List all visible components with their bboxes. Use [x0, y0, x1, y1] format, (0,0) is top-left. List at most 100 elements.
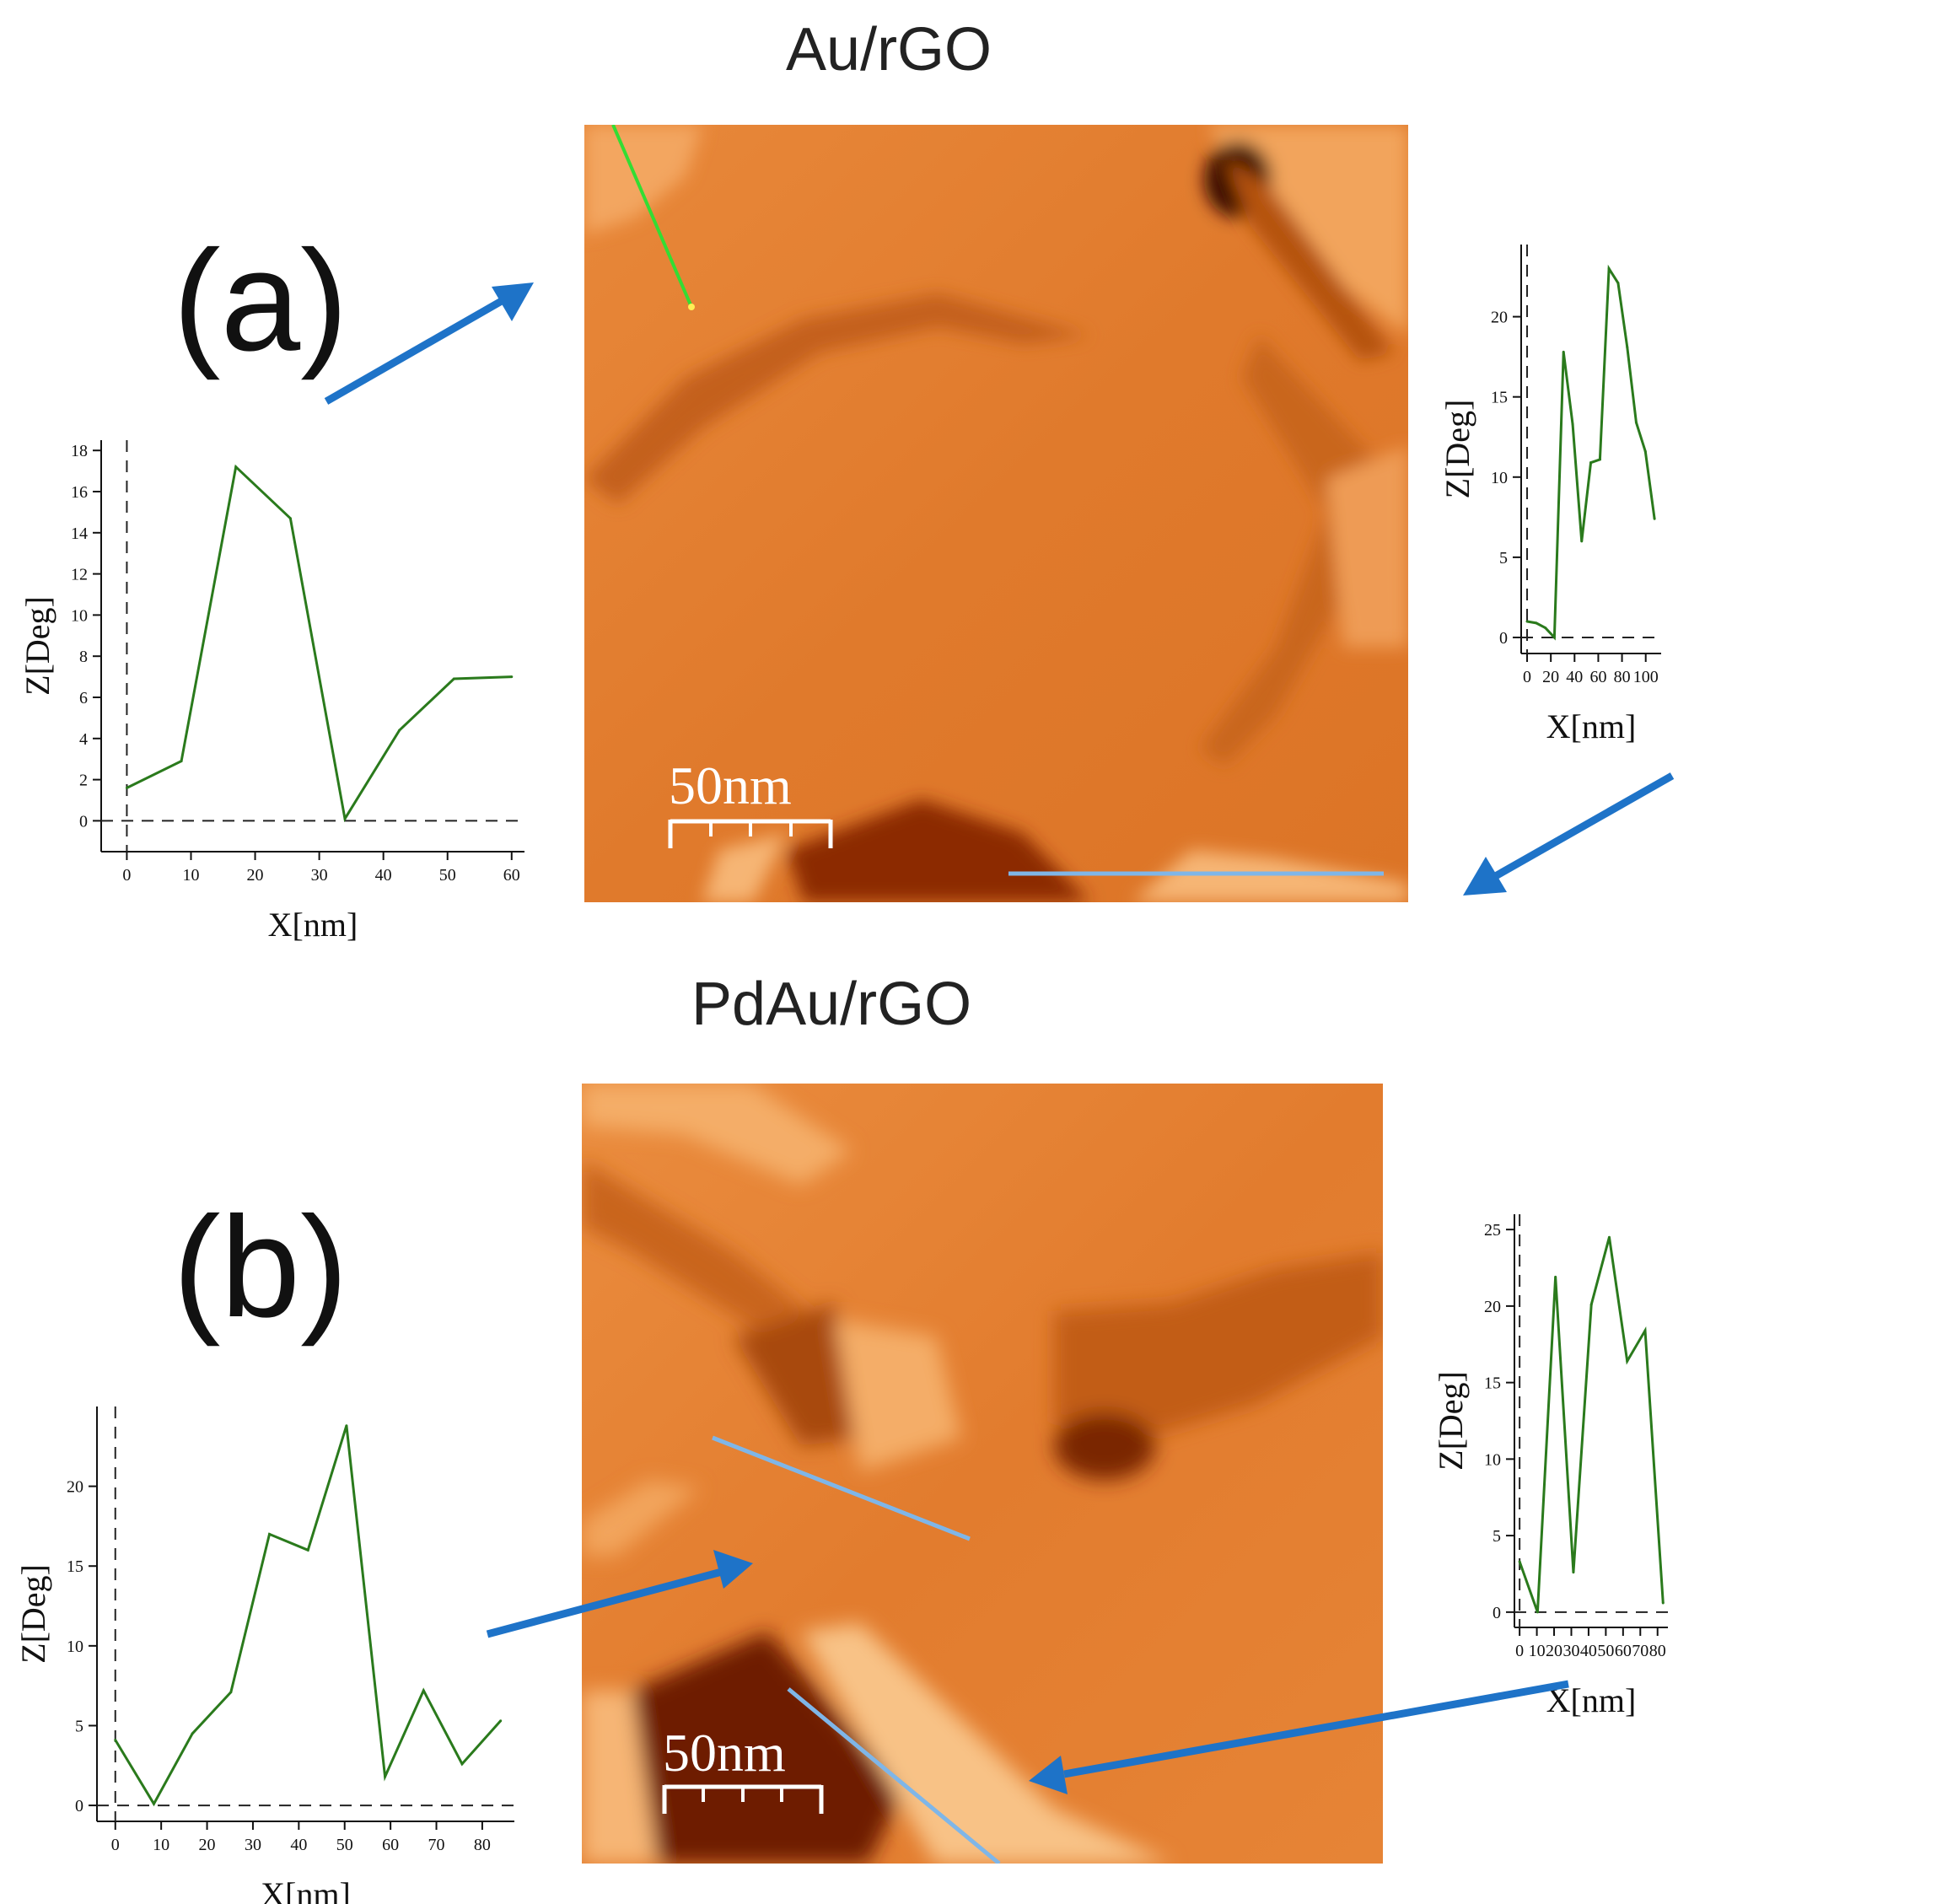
title-pdau-rgo: PdAu/rGO — [691, 971, 972, 1038]
data-point — [1616, 282, 1620, 285]
y-tick-label: 6 — [79, 689, 88, 707]
panel-label-b: (b) — [173, 1187, 348, 1347]
data-point — [460, 1762, 464, 1766]
x-tick-label: 30 — [311, 866, 328, 885]
data-point — [398, 729, 401, 732]
x-axis-label: X[nm] — [268, 906, 358, 944]
x-tick-label: 10 — [1529, 1642, 1546, 1660]
data-point — [1518, 1560, 1521, 1563]
data-point — [234, 465, 238, 469]
data-point — [268, 1532, 272, 1536]
afm-b-bright-top — [582, 1084, 852, 1185]
data-point — [1598, 458, 1601, 461]
x-tick-label: 20 — [199, 1836, 216, 1854]
y-tick-label: 0 — [1493, 1604, 1501, 1622]
afm-a-step-right — [1200, 336, 1394, 766]
x-tick-label: 0 — [1515, 1642, 1524, 1660]
y-tick-label: 5 — [1493, 1527, 1501, 1546]
data-point — [1643, 449, 1647, 453]
x-tick-label: 20 — [247, 866, 264, 885]
data-point — [384, 1775, 387, 1778]
data-point — [1535, 621, 1538, 625]
x-tick-label: 80 — [1649, 1642, 1666, 1660]
x-tick-label: 50 — [336, 1836, 353, 1854]
x-tick-label: 40 — [1580, 1642, 1597, 1660]
y-tick-label: 10 — [67, 1638, 83, 1656]
y-tick-label: 25 — [1484, 1221, 1501, 1240]
y-tick-label: 20 — [1484, 1298, 1501, 1316]
afm-a-bright-bottomright — [1132, 850, 1408, 902]
data-point — [510, 675, 514, 679]
afm-a-bright-bottomleft — [702, 833, 787, 902]
x-tick-label: 60 — [503, 866, 520, 885]
y-tick-label: 4 — [79, 730, 88, 749]
y-tick-label: 8 — [79, 648, 88, 666]
y-tick-label: 10 — [71, 606, 88, 625]
data-point — [1572, 1571, 1575, 1574]
data-point — [422, 1689, 425, 1692]
y-tick-label: 5 — [1499, 549, 1508, 567]
afm-b-scalebar: 50nm — [662, 1723, 824, 1814]
y-tick-label: 12 — [71, 566, 88, 584]
data-point — [1607, 267, 1611, 271]
afm-a-scan-line-green — [611, 125, 693, 308]
y-tick-label: 10 — [1491, 469, 1508, 487]
data-point — [345, 1424, 348, 1428]
afm-a-scan-line-end — [688, 304, 695, 310]
afm-image-a-svg: 50nm — [584, 125, 1408, 902]
afm-a-bright-corner — [584, 125, 702, 234]
series-line — [1518, 1236, 1665, 1613]
x-tick-label: 40 — [375, 866, 392, 885]
x-tick-label: 0 — [111, 1836, 120, 1854]
afm-a-step-left — [584, 293, 1090, 504]
x-tick-label: 0 — [122, 866, 131, 885]
data-point — [152, 1802, 155, 1805]
data-point — [1589, 461, 1593, 465]
afm-b-scalebar-label: 50nm — [663, 1723, 786, 1783]
y-tick-label: 14 — [71, 524, 88, 543]
y-axis-label: Z[Deg] — [1432, 1371, 1470, 1471]
x-tick-label: 40 — [1566, 668, 1583, 686]
afm-b-dark-mid — [734, 1303, 860, 1446]
data-point — [1626, 1359, 1629, 1363]
y-tick-label: 10 — [1484, 1450, 1501, 1469]
data-point — [229, 1691, 233, 1694]
x-tick-label: 70 — [1632, 1642, 1648, 1660]
afm-a-step-diag — [1225, 159, 1394, 361]
x-tick-label: 10 — [153, 1836, 169, 1854]
x-axis-label: X[nm] — [1546, 707, 1637, 745]
y-tick-label: 0 — [1499, 629, 1508, 648]
x-axis-label: X[nm] — [261, 1875, 351, 1904]
x-tick-label: 50 — [1597, 1642, 1614, 1660]
afm-a-scalebar-label: 50nm — [669, 756, 792, 815]
y-axis-label: Z[Deg] — [19, 596, 56, 696]
y-tick-label: 15 — [67, 1557, 83, 1576]
x-tick-label: 100 — [1633, 668, 1659, 686]
data-point — [1607, 1235, 1611, 1239]
x-tick-label: 80 — [1614, 668, 1631, 686]
data-point — [499, 1719, 503, 1723]
data-point — [125, 786, 128, 789]
afm-a-scalebar: 50nm — [668, 756, 833, 848]
afm-b-step-diag — [582, 1159, 818, 1337]
y-tick-label: 16 — [71, 483, 88, 502]
y-tick-label: 15 — [1484, 1374, 1501, 1393]
x-axis-label: X[nm] — [1546, 1681, 1637, 1719]
data-point — [1661, 1601, 1665, 1605]
data-point — [1544, 627, 1547, 630]
afm-b-bright-left — [582, 1480, 700, 1556]
y-axis-label: Z[Deg] — [14, 1564, 52, 1664]
data-point — [1643, 1329, 1647, 1332]
series-line — [126, 464, 512, 823]
afm-b-bright-mid — [835, 1320, 961, 1471]
afm-b-bright-edge — [801, 1623, 1172, 1864]
data-point — [452, 677, 455, 680]
afm-b-bright-bottomleft — [582, 1691, 658, 1864]
data-point — [288, 517, 292, 520]
data-point — [343, 817, 347, 820]
data-point — [1653, 517, 1656, 520]
